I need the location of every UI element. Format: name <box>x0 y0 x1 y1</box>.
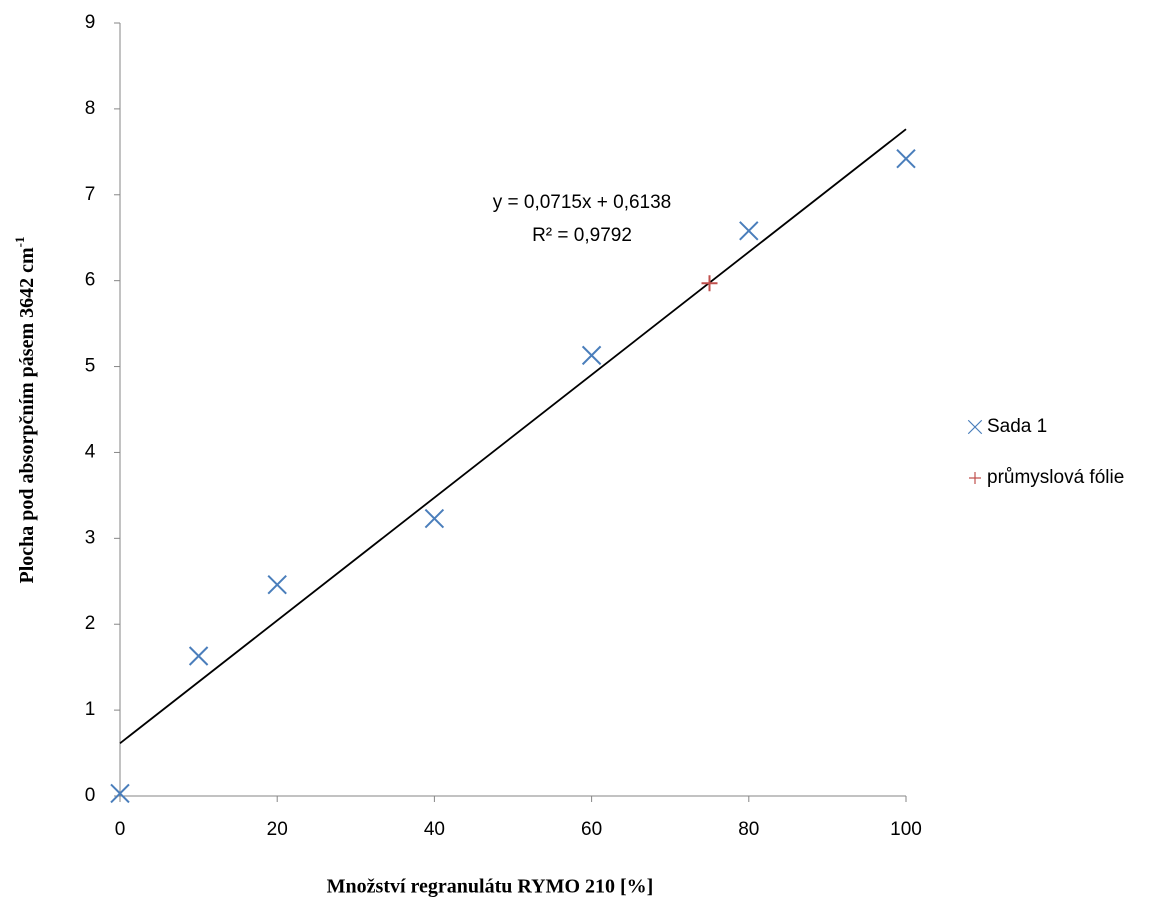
x-tick-label: 100 <box>890 819 922 840</box>
data-point <box>110 783 130 804</box>
data-point <box>267 575 287 595</box>
y-tick-label: 0 <box>85 785 96 806</box>
x-tick-label: 60 <box>581 819 602 840</box>
x-tick-label: 0 <box>115 819 126 840</box>
legend-label: průmyslová fólie <box>987 467 1124 488</box>
y-tick-label: 1 <box>85 699 96 720</box>
x-tick-label: 20 <box>267 819 288 840</box>
data-point <box>701 275 718 292</box>
y-tick-label: 9 <box>85 12 96 33</box>
data-point <box>581 345 602 366</box>
legend-label: Sada 1 <box>987 416 1047 437</box>
y-tick-label: 4 <box>85 441 96 462</box>
trendline-r-squared: R² = 0,9792 <box>532 225 632 246</box>
y-axis-title-superscript: -1 <box>12 237 27 248</box>
y-tick-label: 3 <box>85 527 96 548</box>
y-axis-title: Plocha pod absorpčním pásem 3642 cm-1 <box>12 237 38 584</box>
x-tick-label: 80 <box>738 819 759 840</box>
data-point <box>896 148 916 169</box>
legend-marker <box>969 472 981 484</box>
y-tick-label: 7 <box>85 184 96 205</box>
legend-marker <box>967 419 983 435</box>
y-tick-label: 8 <box>85 98 96 119</box>
y-tick-label: 5 <box>85 356 96 377</box>
y-tick-label: 2 <box>85 613 96 634</box>
data-point <box>424 508 445 529</box>
trendline <box>119 128 907 744</box>
x-axis-title: Množství regranulátu RYMO 210 [%] <box>327 876 654 898</box>
trendline-equation: y = 0,0715x + 0,6138 <box>493 192 672 213</box>
data-point <box>739 221 759 241</box>
y-tick-label: 6 <box>85 270 96 291</box>
data-point <box>188 646 209 666</box>
y-axis-title-text: Plocha pod absorpčním pásem 3642 cm <box>16 247 38 583</box>
x-tick-label: 40 <box>424 819 445 840</box>
